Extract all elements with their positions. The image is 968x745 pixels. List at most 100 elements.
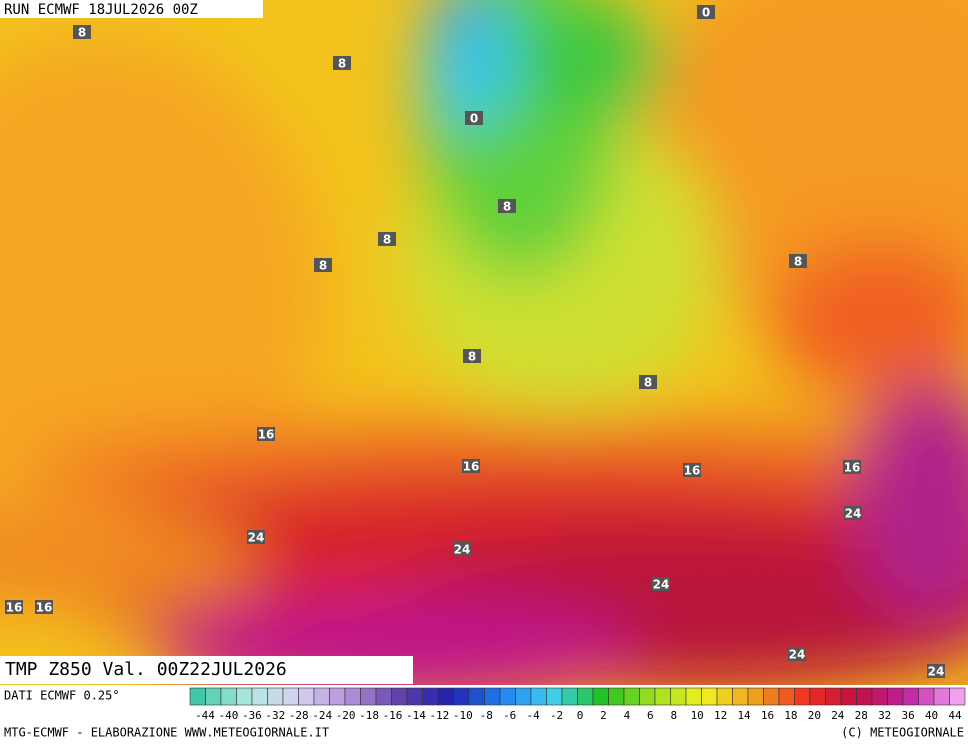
scale-tick-label: -10 xyxy=(453,709,473,722)
scale-box xyxy=(763,687,780,706)
contour-label-box xyxy=(378,232,396,246)
scale-box xyxy=(561,687,578,706)
title-box xyxy=(0,656,413,684)
scale-tick-label: 36 xyxy=(902,709,915,722)
scale-tick-label: -44 xyxy=(195,709,215,722)
scale-box xyxy=(236,687,253,706)
scale-box xyxy=(329,687,346,706)
scale-box xyxy=(344,687,361,706)
scale-box xyxy=(701,687,718,706)
scale-box xyxy=(546,687,563,706)
scale-box xyxy=(732,687,749,706)
scale-box xyxy=(933,687,950,706)
contour-label-box xyxy=(652,577,670,591)
contour-label: 24 xyxy=(248,531,265,545)
contour-label-box xyxy=(465,111,483,125)
scale-box xyxy=(918,687,935,706)
scale-box xyxy=(375,687,392,706)
scale-box xyxy=(794,687,811,706)
scale-box xyxy=(809,687,826,706)
contour-label: 16 xyxy=(36,601,53,615)
scale-tick-label: 12 xyxy=(714,709,727,722)
scale-box xyxy=(902,687,919,706)
scale-tick-label: 0 xyxy=(577,709,584,722)
field-blob xyxy=(425,0,515,130)
scale-box xyxy=(639,687,656,706)
color-scale: -44 -40 -36 -32 -28 -24 -20 -18 -16 -14 -12 -10 -8 -6… xyxy=(189,687,966,722)
field-blob xyxy=(510,0,670,120)
scale-box xyxy=(422,687,439,706)
contour-label: 8 xyxy=(338,57,346,71)
scale-box xyxy=(437,687,454,706)
contour-label-box xyxy=(639,375,657,389)
scale-tick-label: 8 xyxy=(670,709,677,722)
contour-labels: 880088888816161616161624242424241624 xyxy=(5,5,945,679)
field-blob xyxy=(0,510,260,610)
contour-label-box xyxy=(247,530,265,544)
scale-tick-label: -24 xyxy=(312,709,332,722)
contour-label: 24 xyxy=(454,543,471,557)
scale-box xyxy=(360,687,377,706)
contour-label-box xyxy=(498,199,516,213)
contour-label: 8 xyxy=(319,259,327,273)
scale-box xyxy=(530,687,547,706)
contour-label: 8 xyxy=(794,255,802,269)
scale-tick-label: -20 xyxy=(336,709,356,722)
scale-tick-label: -36 xyxy=(242,709,262,722)
scale-tick-label: 44 xyxy=(948,709,962,722)
contour-label-box xyxy=(844,506,862,520)
contour-label-box xyxy=(257,427,275,441)
scale-tick-label: -16 xyxy=(383,709,403,722)
scale-tick-label: 14 xyxy=(737,709,751,722)
contour-label-box xyxy=(788,647,806,661)
scale-tick-label: -2 xyxy=(550,709,563,722)
contour-label: 24 xyxy=(653,578,670,592)
contour-label: 8 xyxy=(644,376,652,390)
scale-tick-label: 20 xyxy=(808,709,821,722)
scale-tick-label: 40 xyxy=(925,709,938,722)
scale-box xyxy=(623,687,640,706)
scale-box xyxy=(406,687,423,706)
scale-box xyxy=(608,687,625,706)
scale-box xyxy=(251,687,268,706)
field-blob xyxy=(850,380,968,620)
scale-box xyxy=(856,687,873,706)
credit-label: MTG-ECMWF - ELABORAZIONE WWW.METEOGIORNA… xyxy=(4,726,329,740)
contour-label-box xyxy=(5,600,23,614)
scale-box xyxy=(592,687,609,706)
field-blob xyxy=(435,0,485,35)
scale-box xyxy=(205,687,222,706)
scale-tick-label: 28 xyxy=(855,709,868,722)
contour-label: 16 xyxy=(844,461,861,475)
scale-tick-label: 18 xyxy=(784,709,797,722)
scale-box xyxy=(468,687,485,706)
scale-box xyxy=(577,687,594,706)
field-blob xyxy=(770,240,968,400)
scale-tick-label: -14 xyxy=(406,709,426,722)
scale-tick-label: -18 xyxy=(359,709,379,722)
scale-tick-label: 10 xyxy=(691,709,704,722)
contour-label: 24 xyxy=(928,665,945,679)
scale-tick-label: -4 xyxy=(527,709,541,722)
scale-box xyxy=(716,687,733,706)
scale-tick-label: 2 xyxy=(600,709,607,722)
contour-label-box xyxy=(35,600,53,614)
scale-box xyxy=(670,687,687,706)
scale-tick-label: -40 xyxy=(219,709,239,722)
scale-tick-label: 16 xyxy=(761,709,774,722)
contour-label-box xyxy=(843,460,861,474)
scale-box xyxy=(515,687,532,706)
contour-label: 8 xyxy=(383,233,391,247)
scale-tick-label: -32 xyxy=(265,709,285,722)
source-label: DATI ECMWF 0.25° xyxy=(4,689,120,703)
scale-box xyxy=(685,687,702,706)
scale-tick-label: 24 xyxy=(831,709,845,722)
scale-tick-label: -28 xyxy=(289,709,309,722)
contour-label: 16 xyxy=(684,464,701,478)
scale-box xyxy=(887,687,904,706)
contour-label: 16 xyxy=(463,460,480,474)
contour-label: 0 xyxy=(470,112,478,126)
scale-box xyxy=(499,687,516,706)
